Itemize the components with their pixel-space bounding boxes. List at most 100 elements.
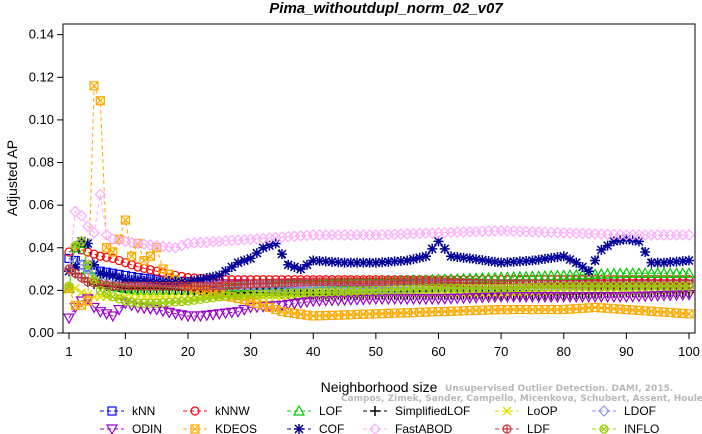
data-point [558,251,569,262]
data-point [258,242,269,253]
data-point [433,236,444,247]
data-point [446,251,457,262]
data-point [539,253,550,264]
data-point [458,283,469,293]
legend-marker [369,423,381,434]
data-point [232,307,245,318]
data-point [394,294,407,306]
data-point [507,292,520,304]
data-point [615,281,625,291]
data-point [70,268,80,278]
x-tick-label: 30 [243,344,257,359]
data-point [488,292,501,304]
data-point [527,255,538,266]
data-point [670,267,683,278]
data-point [421,284,431,294]
data-point [620,292,633,304]
data-point [264,240,275,251]
data-point [339,257,350,268]
data-point [657,267,670,278]
legend-item-fastabod: FastABOD [363,422,453,434]
data-point [145,265,156,275]
data-point [476,292,489,304]
data-point [390,285,400,295]
data-point [175,239,188,252]
data-point [602,281,613,291]
data-point [577,281,588,291]
data-point [565,281,575,291]
data-point [408,284,419,294]
data-point [570,268,583,280]
data-point [383,285,393,295]
data-point [684,309,694,319]
data-point [76,273,87,283]
data-point [577,261,588,272]
data-point [407,294,420,306]
data-point [169,241,182,254]
data-point [133,262,143,272]
data-point [427,283,437,294]
data-point [95,268,106,279]
data-point [533,254,544,265]
data-point [664,267,677,278]
data-point [676,290,689,302]
data-point [333,287,343,297]
legend-label: kNNW [215,404,250,418]
data-point [595,292,608,304]
data-point [126,275,137,286]
data-point [114,272,125,283]
data-point [582,292,595,304]
data-point [70,261,81,272]
data-point [565,254,576,265]
data-point [502,257,513,268]
data-point [670,290,683,302]
data-point [308,255,319,266]
data-point [652,257,663,268]
data-point [346,286,356,296]
data-point [590,281,600,291]
data-point [419,294,432,306]
data-point [684,281,694,291]
data-point [651,267,664,278]
data-point [551,292,564,304]
data-point [283,288,293,298]
data-point [559,281,569,291]
data-point [439,243,450,254]
data-point [296,288,306,298]
data-point [314,255,325,266]
data-point [238,304,251,316]
data-point [545,292,558,304]
data-point [677,256,688,267]
data-point [188,311,201,323]
data-point [294,298,307,309]
data-point [440,283,450,293]
data-point [277,288,287,299]
data-point [640,247,651,258]
data-point [82,238,93,249]
data-point [225,307,238,319]
legend-label: KDEOS [215,422,257,434]
data-point [546,252,557,263]
data-point [570,292,583,304]
data-point [108,253,118,264]
data-point [678,281,688,291]
data-point [483,255,494,266]
legend-label: FastABOD [395,422,453,434]
data-point [401,294,414,306]
data-point [576,292,589,304]
data-point [244,302,257,314]
data-point [452,251,463,262]
data-point [527,282,538,292]
data-point [513,292,526,304]
data-point [95,96,105,106]
data-point [252,289,262,300]
data-point [651,291,664,302]
data-point [138,303,151,315]
data-point [602,240,613,251]
data-point [496,283,506,293]
data-point [371,285,381,295]
data-point [145,251,156,261]
data-point [127,251,137,261]
data-point [607,267,620,279]
data-point [289,288,300,298]
